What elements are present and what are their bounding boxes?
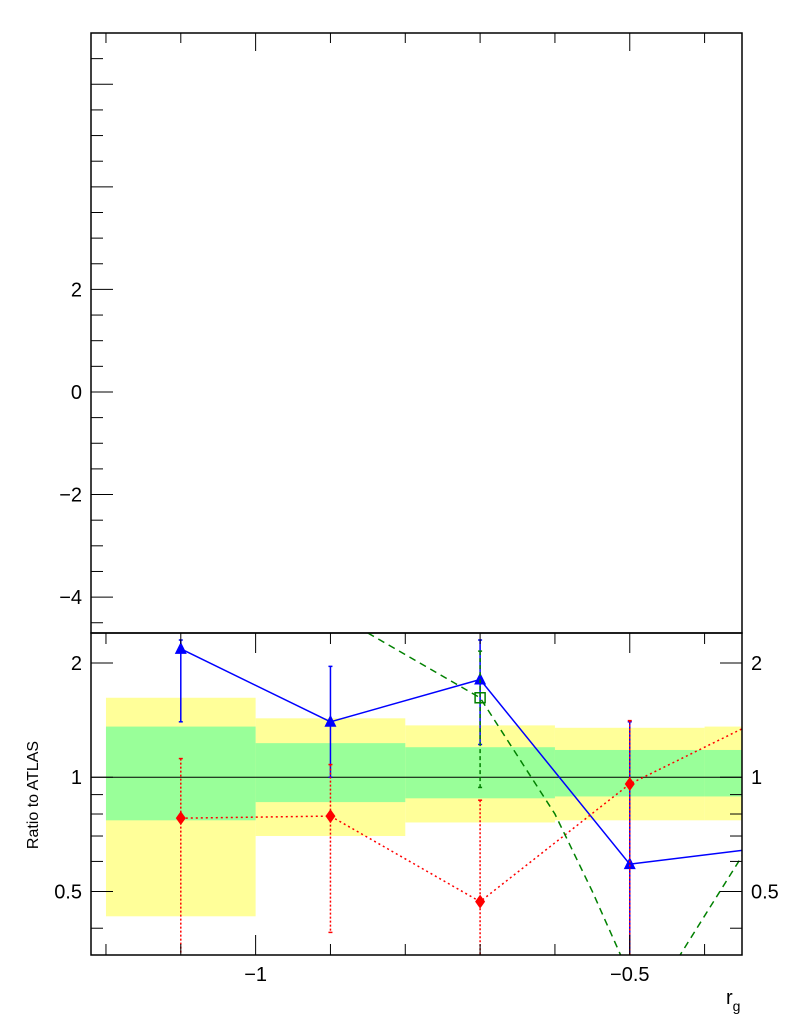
diamond-series-point bbox=[624, 776, 635, 791]
diamond-series-point bbox=[175, 811, 186, 826]
triangle-series-line bbox=[180, 648, 742, 865]
upper-y-tick-label: −2 bbox=[59, 485, 82, 507]
ratio-y-tick-label-right: 2 bbox=[751, 653, 762, 675]
ratio-y-tick-label-left: 2 bbox=[71, 653, 82, 675]
upper-y-tick-label: −4 bbox=[59, 587, 82, 609]
triangle-series-point bbox=[174, 641, 187, 654]
open-square-series-line bbox=[367, 633, 742, 955]
green-band-bin bbox=[704, 749, 742, 797]
ratio-y-tick-label-left: 0.5 bbox=[54, 881, 82, 903]
x-axis-label-main: r bbox=[726, 987, 733, 1009]
ratio-plot-area bbox=[91, 633, 785, 955]
upper-y-tick-label: 2 bbox=[71, 279, 82, 301]
diamond-series-point bbox=[774, 703, 784, 717]
diamond-series-point bbox=[475, 894, 486, 909]
ratio-x-tick-label: −0.5 bbox=[610, 964, 649, 986]
open-square-series-point bbox=[474, 692, 486, 704]
upper-panel: −4 −2 0 2 bbox=[59, 32, 743, 634]
ratio-frame bbox=[90, 632, 743, 956]
x-axis-label: rg bbox=[726, 987, 740, 1014]
ratio-x-tick-label: −1 bbox=[244, 964, 267, 986]
upper-y-tick-label: 0 bbox=[71, 382, 82, 404]
diamond-series-point bbox=[325, 809, 336, 824]
triangle-series-point bbox=[474, 672, 487, 685]
diamond-series bbox=[175, 703, 784, 955]
triangle-series-point bbox=[623, 857, 636, 870]
ratio-panel: −1 −0.5 0.5 0.5 1 1 2 2 bbox=[54, 632, 785, 986]
open-square-series-point bbox=[774, 791, 784, 801]
green-band-bin bbox=[105, 726, 256, 821]
open-square-series bbox=[367, 633, 784, 955]
ratio-y-tick-label-right: 0.5 bbox=[751, 881, 779, 903]
ratio-y-tick-label-left: 1 bbox=[71, 767, 82, 789]
x-axis-label-sub: g bbox=[733, 998, 741, 1014]
upper-frame bbox=[90, 32, 743, 634]
triangle-series-point bbox=[324, 714, 337, 727]
ratio-y-axis-label: Ratio to ATLAS bbox=[25, 741, 42, 849]
triangle-series-point bbox=[773, 839, 785, 851]
ratio-y-tick-label-right: 1 bbox=[751, 767, 762, 789]
